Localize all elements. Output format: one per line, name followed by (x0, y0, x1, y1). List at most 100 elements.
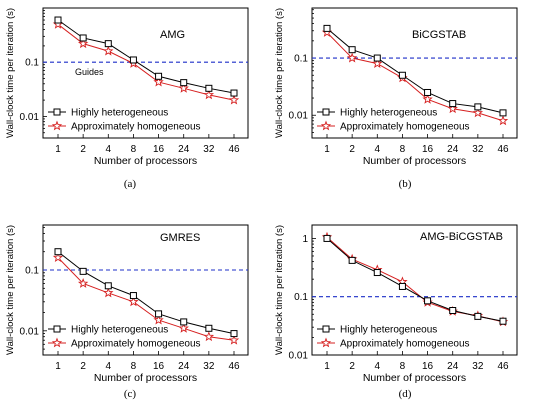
series-1-point (474, 312, 482, 320)
x-axis-label: Number of processors (94, 155, 197, 167)
series-1-point (129, 56, 137, 64)
y-tick-label: 0.01 (289, 111, 309, 122)
series-1-point (373, 54, 381, 62)
legend-label: Approximately homogeneous (71, 339, 201, 350)
series-1-point (424, 88, 432, 96)
panel-label: (c) (124, 388, 137, 400)
series-2-point (422, 93, 433, 104)
x-tick-label: 1 (55, 144, 61, 155)
x-tick-label: 4 (106, 144, 112, 155)
series-2-point (447, 103, 458, 114)
legend-label: Highly heterogeneous (71, 108, 168, 119)
x-tick-label: 32 (203, 144, 215, 155)
series-1-point (155, 72, 163, 80)
series-2-point (128, 296, 139, 307)
x-tick-label: 46 (228, 361, 240, 372)
x-tick-label: 4 (106, 361, 112, 372)
series-1-point (348, 256, 356, 264)
x-tick-label: 16 (422, 361, 434, 372)
x-tick-label: 8 (400, 361, 406, 372)
y-tick-label: 1 (302, 234, 308, 245)
y-tick-label: 0.1 (25, 58, 39, 69)
x-tick-label: 1 (324, 144, 330, 155)
series-line-1 (326, 28, 504, 114)
series-2-point (103, 287, 114, 298)
series-1-point (323, 234, 331, 242)
y-tick-label: 0.01 (20, 112, 40, 123)
series-line-2 (326, 32, 504, 122)
x-tick-label: 24 (447, 361, 459, 372)
x-tick-label: 8 (131, 144, 137, 155)
series-2-point (77, 278, 89, 288)
legend-label: Highly heterogeneous (340, 108, 437, 119)
x-tick-label: 8 (131, 361, 137, 372)
series-2-point (203, 331, 215, 342)
series-2-point (497, 115, 509, 126)
series-2-point (472, 107, 484, 118)
series-1-point (79, 267, 87, 275)
chart-title: BiCGSTAB (412, 29, 466, 41)
x-tick-label: 1 (55, 361, 61, 372)
series-1-point (424, 297, 432, 305)
series-2-point (372, 58, 383, 69)
y-tick-label: 0.1 (294, 292, 308, 303)
series-1-point (323, 24, 331, 32)
series-2-point (178, 322, 189, 333)
x-tick-label: 16 (422, 144, 434, 155)
legend-marker (51, 120, 63, 131)
x-tick-label: 2 (80, 144, 86, 155)
series-2-point (346, 52, 358, 63)
series-1-point (474, 103, 482, 111)
series-1-point (499, 317, 507, 325)
chart-title: GMRES (160, 232, 200, 244)
x-tick-label: 46 (497, 144, 509, 155)
y-axis-label: Wall-clock time per iteration (s) (274, 8, 285, 138)
legend-label: Approximately homogeneous (340, 339, 470, 350)
legend-marker (53, 325, 61, 333)
series-1-point (398, 282, 406, 290)
y-tick-label: 0.01 (20, 326, 40, 337)
series-line-1 (57, 19, 235, 94)
x-axis-label: Number of processors (363, 155, 466, 167)
series-2-point (153, 76, 164, 87)
series-1-point (398, 71, 406, 79)
legend-label: Approximately homogeneous (71, 122, 201, 133)
series-2-point (153, 314, 164, 325)
x-tick-label: 24 (178, 361, 190, 372)
chart-title: AMG (160, 29, 185, 41)
x-axis-label: Number of processors (94, 372, 197, 384)
chart-title: AMG-BiCGSTAB (420, 231, 503, 243)
plot-frame (42, 224, 249, 356)
y-tick-label: 0.1 (294, 54, 308, 65)
plot-frame (42, 7, 249, 139)
panel-label: (a) (124, 178, 137, 190)
series-line-1 (326, 238, 504, 322)
plot-frame (311, 7, 518, 139)
series-2-point (52, 252, 64, 263)
legend-label: Approximately homogeneous (340, 122, 470, 133)
series-line-1 (57, 251, 235, 335)
y-tick-label: 0.01 (289, 351, 309, 362)
series-1-point (499, 109, 507, 117)
legend-label: Highly heterogeneous (340, 325, 437, 336)
x-tick-label: 16 (153, 144, 165, 155)
series-2-point (228, 94, 240, 105)
x-tick-label: 46 (228, 144, 240, 155)
series-1-point (104, 282, 112, 290)
x-tick-label: 8 (400, 144, 406, 155)
x-tick-label: 32 (472, 361, 484, 372)
x-tick-label: 24 (178, 144, 190, 155)
series-1-point (230, 330, 238, 338)
series-2-point (103, 45, 114, 56)
series-1-point (54, 16, 62, 24)
y-axis-label: Wall-clock time per iteration (s) (5, 225, 16, 355)
x-tick-label: 4 (375, 144, 381, 155)
y-tick-label: 0.1 (25, 266, 39, 277)
x-tick-label: 16 (153, 361, 165, 372)
x-tick-label: 1 (324, 361, 330, 372)
series-1-point (449, 100, 457, 108)
series-1-point (104, 40, 112, 48)
